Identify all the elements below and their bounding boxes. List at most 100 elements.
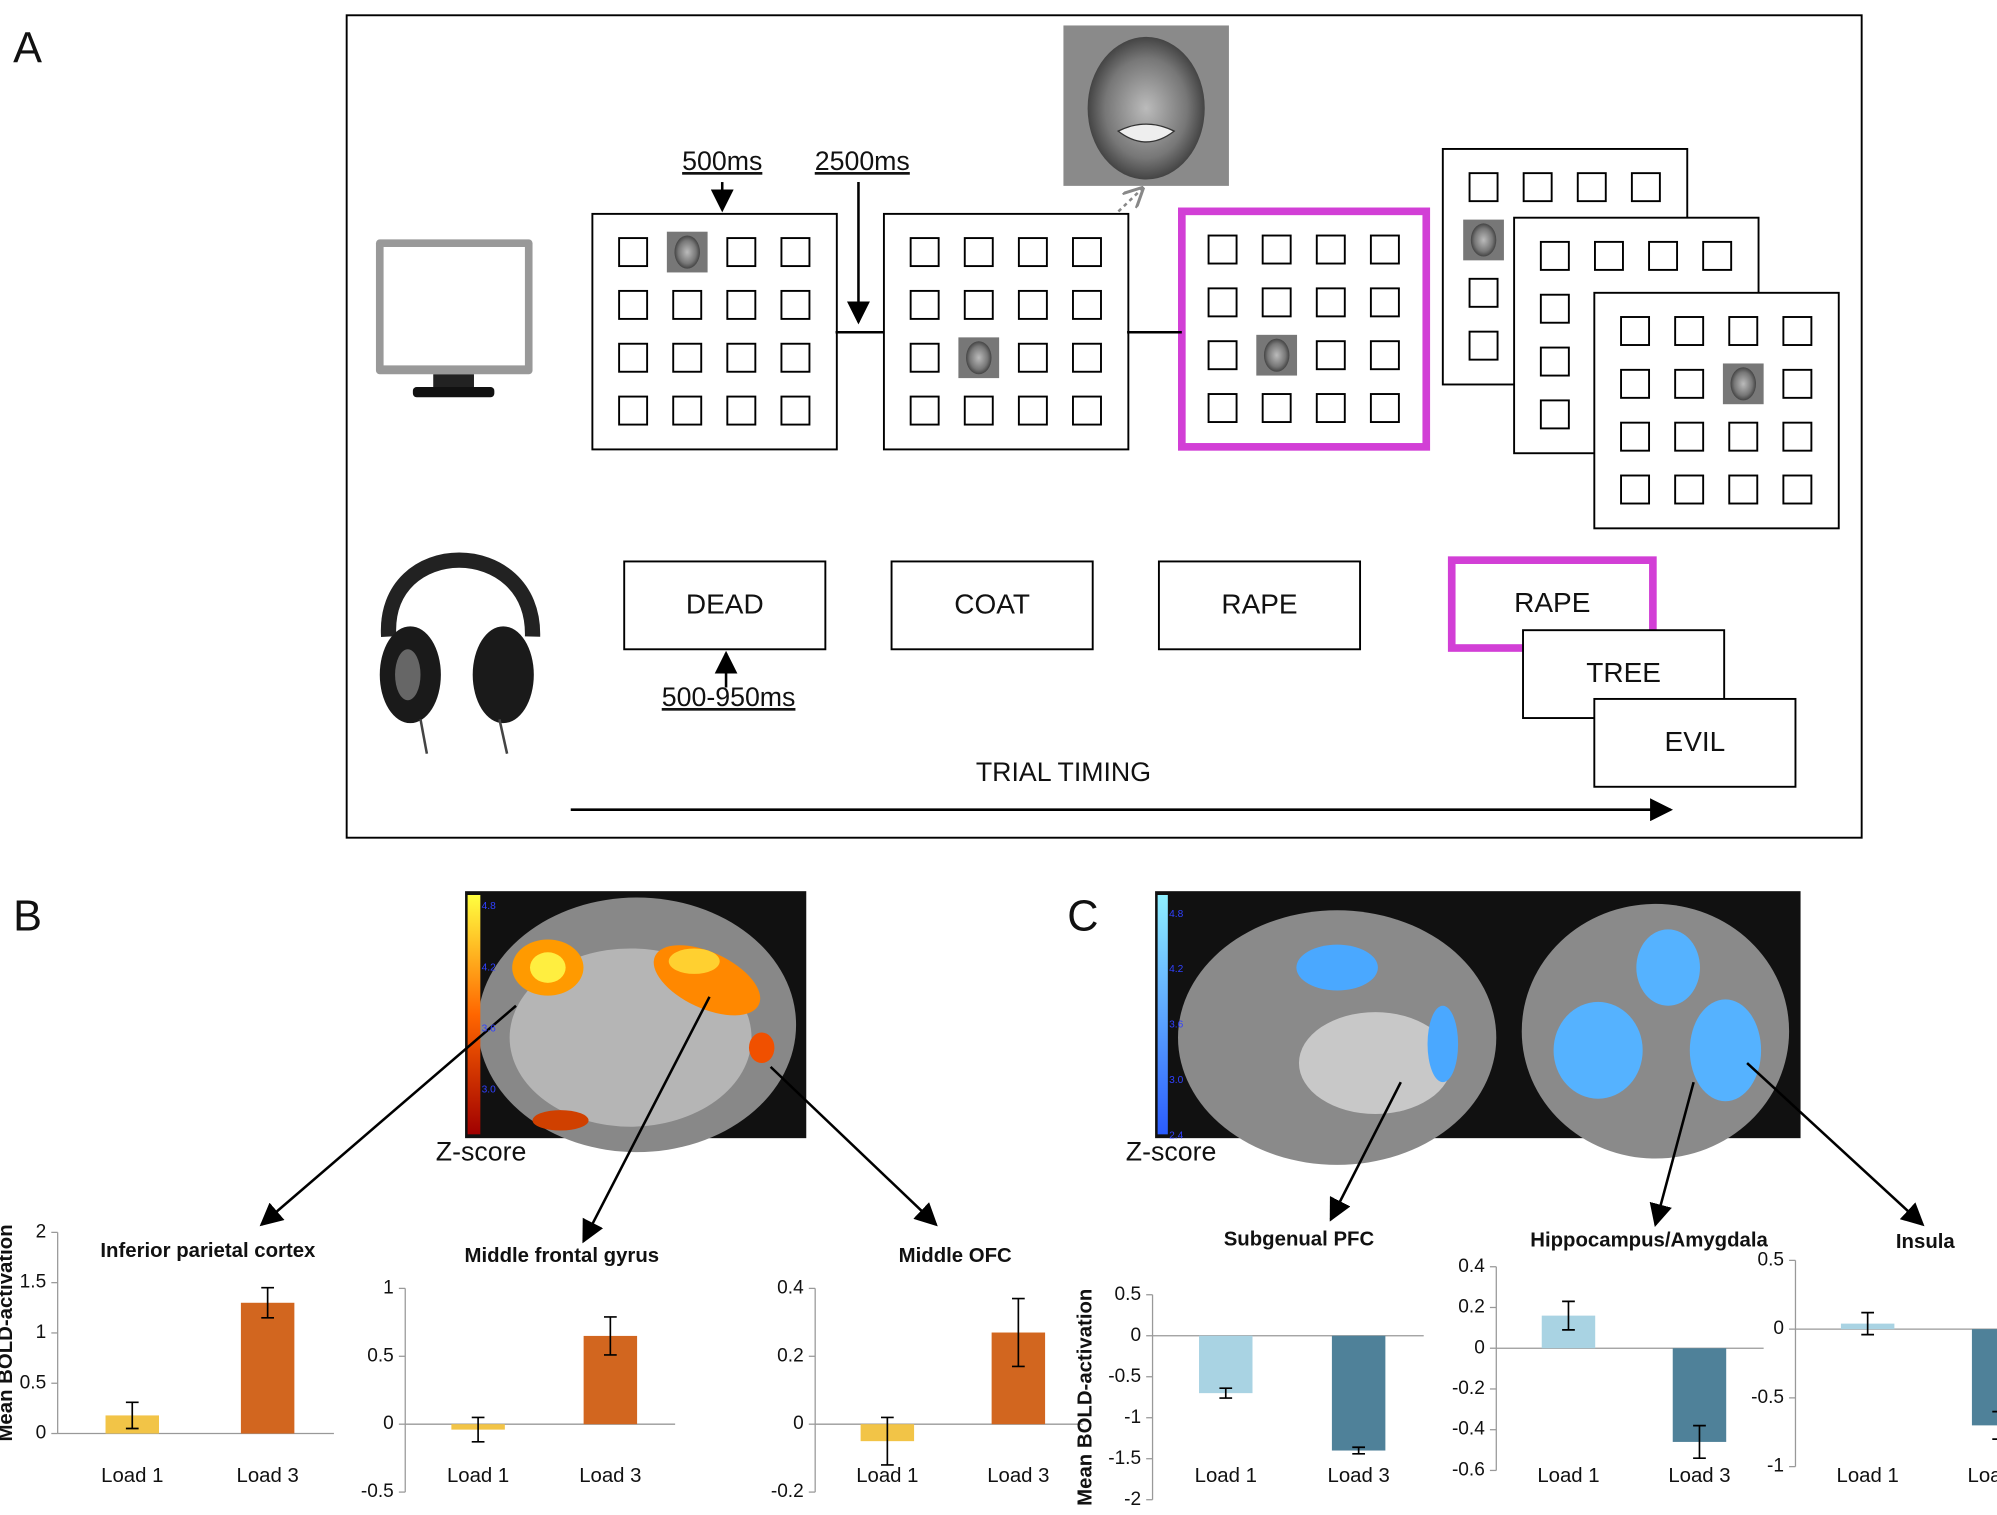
grid-square (1674, 316, 1705, 346)
grid-square (1782, 316, 1813, 346)
grid-square (1072, 342, 1102, 373)
grid-square (672, 342, 703, 373)
word: COAT (954, 588, 1030, 619)
grid-square (1369, 234, 1400, 265)
grid-square (1539, 346, 1570, 377)
panel-frame (345, 14, 1863, 839)
grid-square (780, 237, 811, 268)
grid-square (1369, 340, 1400, 371)
colorbar-label: 3.6 (1169, 1020, 1183, 1031)
grid-square (1522, 172, 1553, 203)
word-box (623, 560, 827, 651)
grid-square (1369, 287, 1400, 318)
grid-square (618, 395, 649, 426)
face-image (1063, 25, 1229, 186)
grid-square (1072, 237, 1102, 268)
grid-square (1261, 287, 1292, 318)
grid-square (1782, 421, 1813, 452)
chart-title: Middle frontal gyrus (465, 1245, 660, 1267)
grid-square (1207, 234, 1238, 265)
y-tick-label: 0.5 (1115, 1284, 1142, 1305)
word: RAPE (1221, 588, 1297, 619)
y-tick-label: 0.2 (777, 1345, 804, 1366)
error-bar (1693, 1424, 1706, 1460)
grid-square (1576, 172, 1607, 203)
grid-square (909, 342, 940, 373)
chart-title: Hippocampus/Amygdala (1530, 1230, 1768, 1252)
grid-square (1782, 474, 1813, 505)
grid-square (963, 237, 994, 268)
grid-square (726, 289, 757, 320)
bar (240, 1302, 295, 1434)
monitor-icon (375, 239, 533, 398)
zscore-label: Z-score (1126, 1136, 1217, 1166)
error-bar-line (1861, 1311, 1875, 1336)
bar (1199, 1335, 1253, 1394)
grid-square (1674, 474, 1705, 505)
grid-square (1539, 399, 1570, 430)
error-bar-line (603, 1316, 617, 1356)
error-bar-line (1011, 1297, 1025, 1368)
grid-square (1017, 342, 1048, 373)
y-tick-label: -0.4 (1452, 1419, 1485, 1440)
word: DEAD (686, 588, 764, 619)
y-tick-label: -1 (1124, 1407, 1141, 1428)
word: RAPE (1514, 587, 1590, 618)
bar (1331, 1335, 1386, 1451)
grid-square (1207, 287, 1238, 318)
y-tick-label: 0 (793, 1413, 804, 1434)
error-bar (1219, 1387, 1233, 1399)
grid-square (672, 395, 703, 426)
x-tick-label: Load 1 (1195, 1465, 1257, 1487)
y-tick-label: -0.5 (361, 1481, 394, 1502)
grid-square (780, 395, 811, 426)
grid-square (1728, 421, 1759, 452)
grid-square (1468, 277, 1499, 308)
grid-square (780, 342, 811, 373)
grid-square (1593, 240, 1624, 271)
grid-square (1630, 172, 1661, 203)
grid-square (909, 237, 940, 268)
error-bar-line (1219, 1387, 1233, 1399)
grid-square (963, 289, 994, 320)
x-tick-label: Load 1 (101, 1465, 163, 1487)
y-tick-label: 0.5 (1757, 1249, 1784, 1270)
error-bar-line (880, 1416, 894, 1466)
headphones-icon (379, 552, 541, 754)
error-bar-line (125, 1401, 139, 1430)
screen-frame (1593, 291, 1840, 530)
grid-square (1315, 340, 1346, 371)
error-bar (471, 1416, 485, 1443)
y-tick-label: 0.4 (1458, 1256, 1485, 1277)
face-thumb (966, 341, 992, 375)
bar (1971, 1329, 1997, 1426)
grid-square (1017, 289, 1048, 320)
chart-title: Insula (1896, 1231, 1956, 1253)
x-tick-label: Load 1 (1837, 1465, 1899, 1487)
y-tick-label: 1 (383, 1277, 394, 1298)
grid-square (726, 237, 757, 268)
grid-square (1468, 330, 1499, 361)
chart-title: Subgenual PFC (1224, 1228, 1375, 1250)
error-bar-line (261, 1286, 274, 1319)
grid-square (909, 395, 940, 426)
zscore-label: Z-score (436, 1136, 527, 1166)
panel-label: A (13, 24, 42, 72)
timing-label: 500-950ms (662, 682, 796, 712)
error-bar (125, 1401, 139, 1430)
x-tick-label: Load 3 (1968, 1465, 1997, 1487)
grid-square (1674, 368, 1705, 399)
grid-square (1072, 289, 1102, 320)
y-tick-label: -0.5 (1108, 1366, 1141, 1387)
grid-square (1620, 474, 1651, 505)
error-bar (261, 1286, 274, 1319)
y-tick-label: -0.5 (1751, 1387, 1784, 1408)
word-box (890, 560, 1094, 651)
word: EVIL (1665, 726, 1726, 757)
error-bar (603, 1316, 617, 1356)
error-bar-line (1562, 1300, 1575, 1331)
grid-square (909, 289, 940, 320)
face-thumb (674, 235, 700, 269)
grid-square (1369, 393, 1400, 423)
